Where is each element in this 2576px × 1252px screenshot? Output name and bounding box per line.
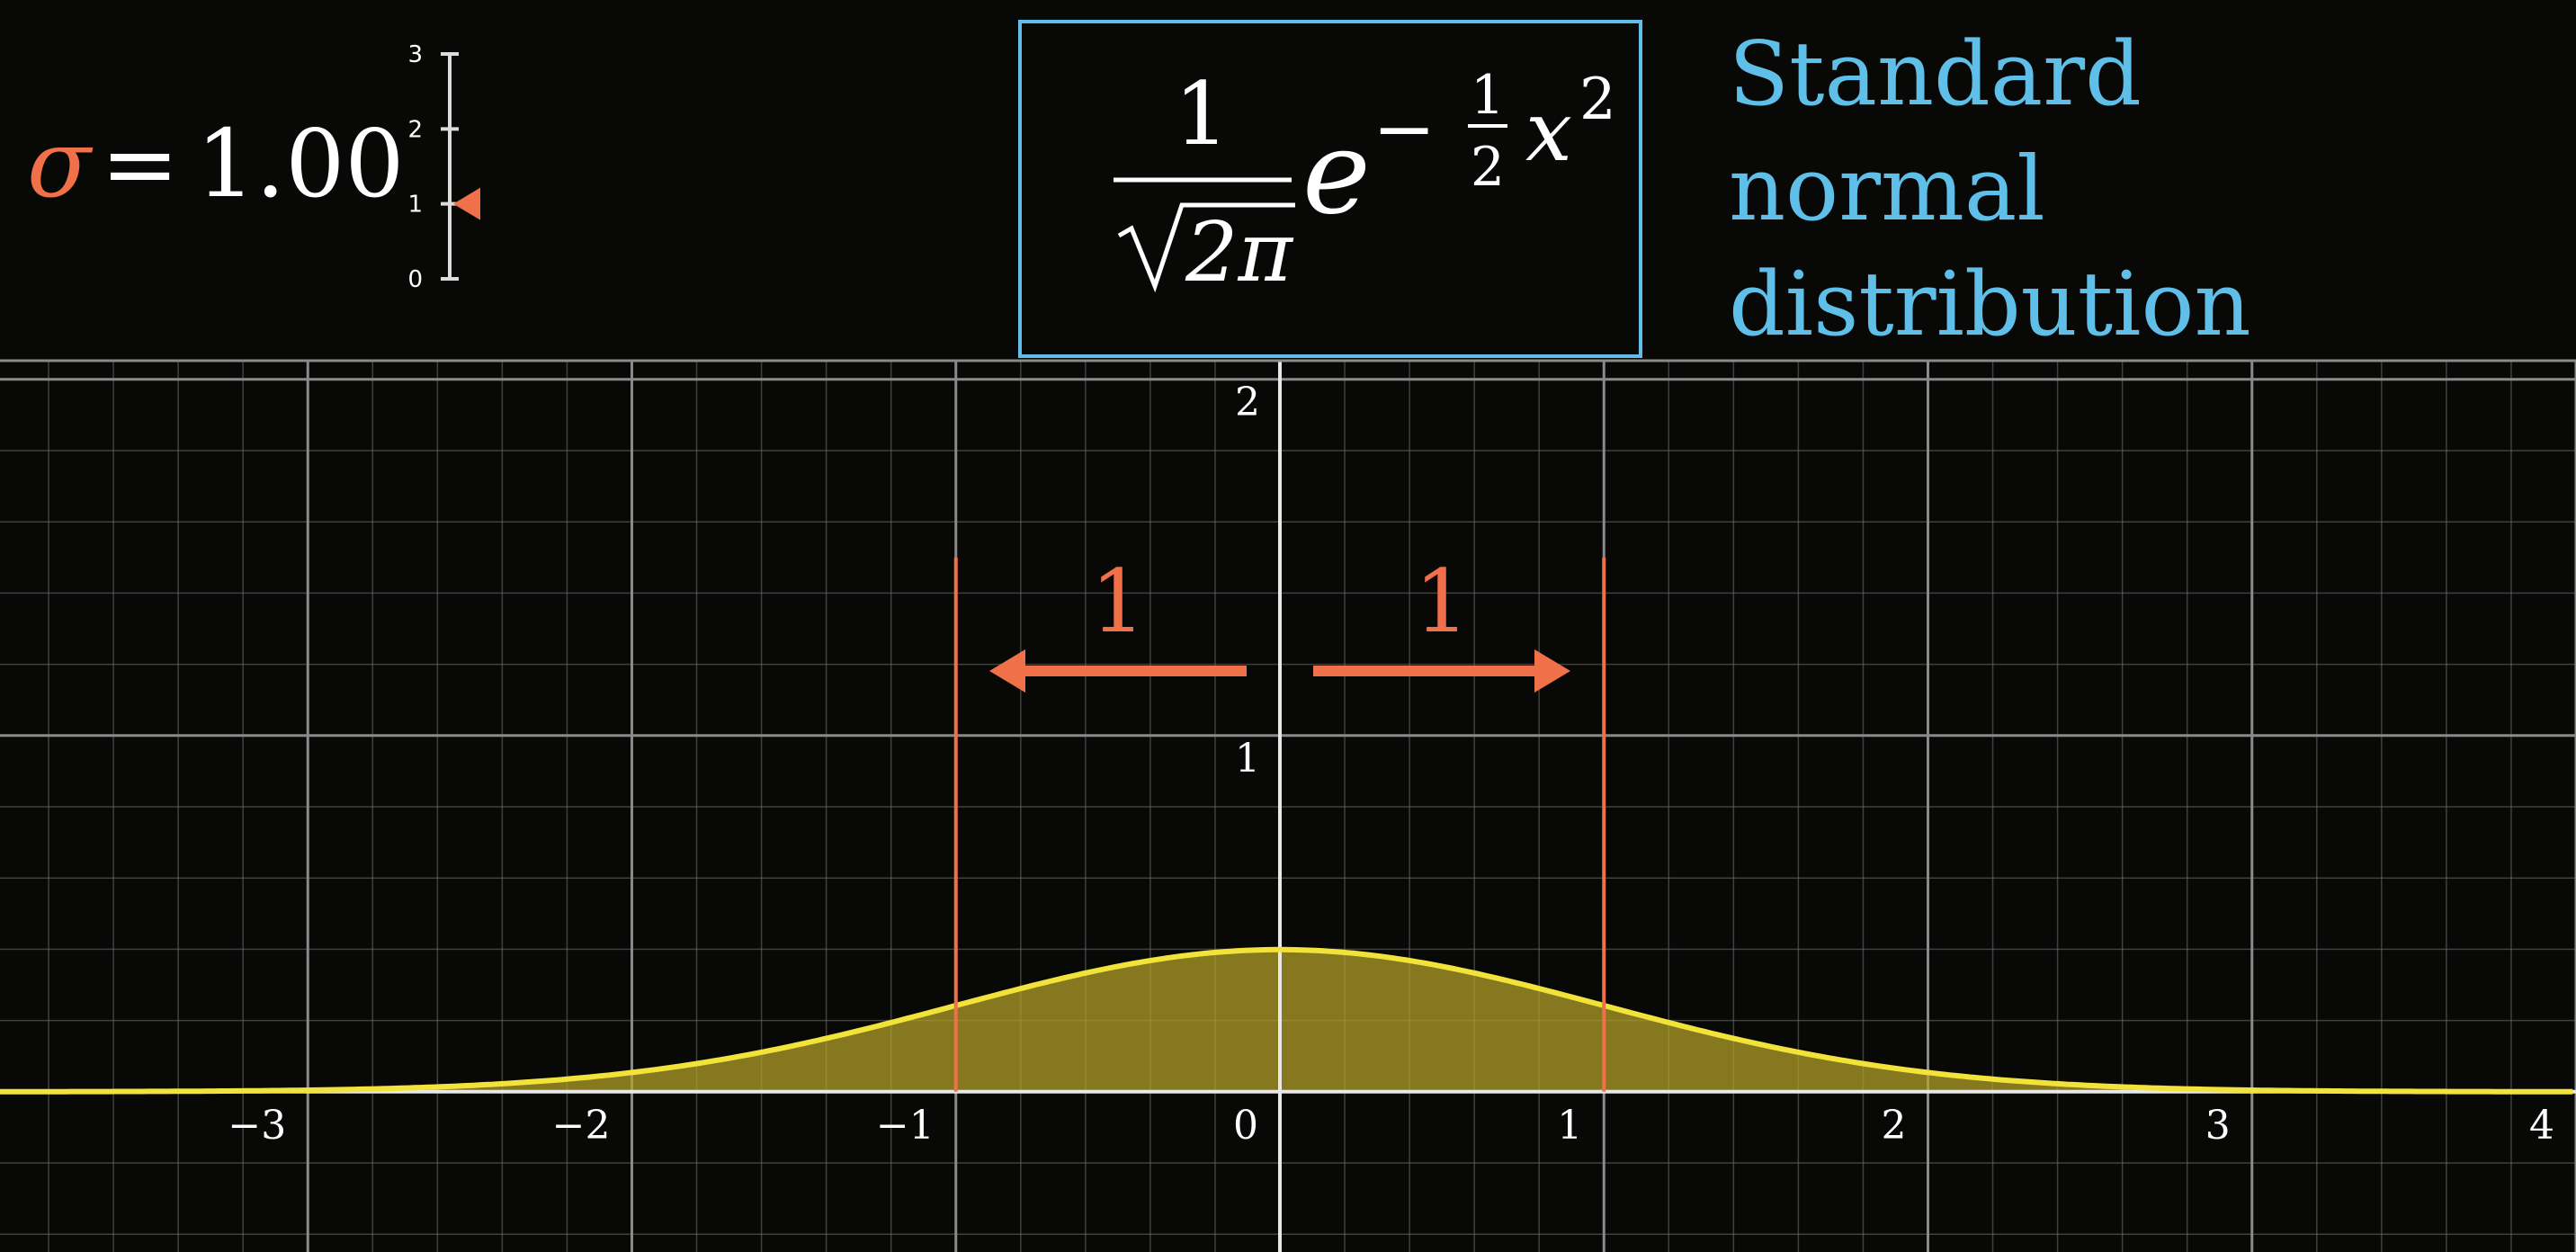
slider-thumb[interactable] [453,187,480,220]
x-tick-label: −3 [228,1103,286,1149]
x-tick-label: 1 [1557,1103,1582,1149]
sigma-markers [953,557,1606,1092]
x-tick-label: 2 [1881,1103,1906,1149]
sigma-value: 1.00 [196,109,405,219]
sigma-slider[interactable]: 0 1 2 3 [407,41,480,293]
sigma-width-annotation: 1 1 [989,551,1570,693]
slider-ticks: 0 1 2 3 [407,41,459,293]
y-tick-labels: 12 [1235,380,1260,782]
formula-sqrt-content: 2π [1185,204,1294,300]
formula-box [1018,20,1642,358]
left-arrow-label: 1 [1090,551,1145,652]
right-arrow-head [1534,649,1570,693]
formula-exp-var: x [1525,84,1572,180]
sqrt-sign [1117,202,1295,293]
y-tick-label: 2 [1235,380,1260,425]
density-curve-line [0,946,2573,1095]
axes [0,362,2576,1252]
caption: Standard normal distribution [1729,23,2251,356]
formula: 1 2π e − 1 2 x 2 [1018,20,1642,358]
formula-exp-power: 2 [1579,67,1616,133]
formula-numerator: 1 [1174,64,1229,165]
minor-grid [0,362,2576,1252]
y-tick-label: 1 [1235,736,1260,782]
formula-exp-sign: − [1373,85,1436,173]
right-arrow-label: 1 [1414,551,1469,652]
formula-base: e [1302,106,1371,240]
sigma-symbol: σ [27,109,94,219]
density-area [0,949,2576,1092]
left-arrow-head [989,649,1025,693]
x-tick-label: 3 [2205,1103,2231,1149]
x-tick-label: −2 [552,1103,611,1149]
caption-line-3: distribution [1729,254,2251,356]
formula-exp-frac-den: 2 [1471,136,1505,199]
sigma-readout: σ = 1.00 [27,109,405,219]
slider-tick-label: 2 [407,116,423,143]
x-tick-label: −1 [876,1103,935,1149]
x-tick-labels: −3 −2 −1 0 1 2 3 4 [228,1103,2554,1149]
formula-exp-frac-num: 1 [1471,64,1505,127]
slider-tick-label: 0 [407,266,423,293]
caption-line-2: normal [1729,139,2045,241]
slider-tick-label: 1 [407,192,423,219]
x-tick-label: 4 [2529,1103,2554,1149]
x-tick-label: 0 [1233,1103,1258,1149]
caption-line-1: Standard [1729,23,2142,126]
density-curve [0,946,2573,1095]
slider-tick-label: 3 [407,41,423,68]
sigma-equals: = [101,109,179,219]
density-area-fill [0,949,2576,1092]
